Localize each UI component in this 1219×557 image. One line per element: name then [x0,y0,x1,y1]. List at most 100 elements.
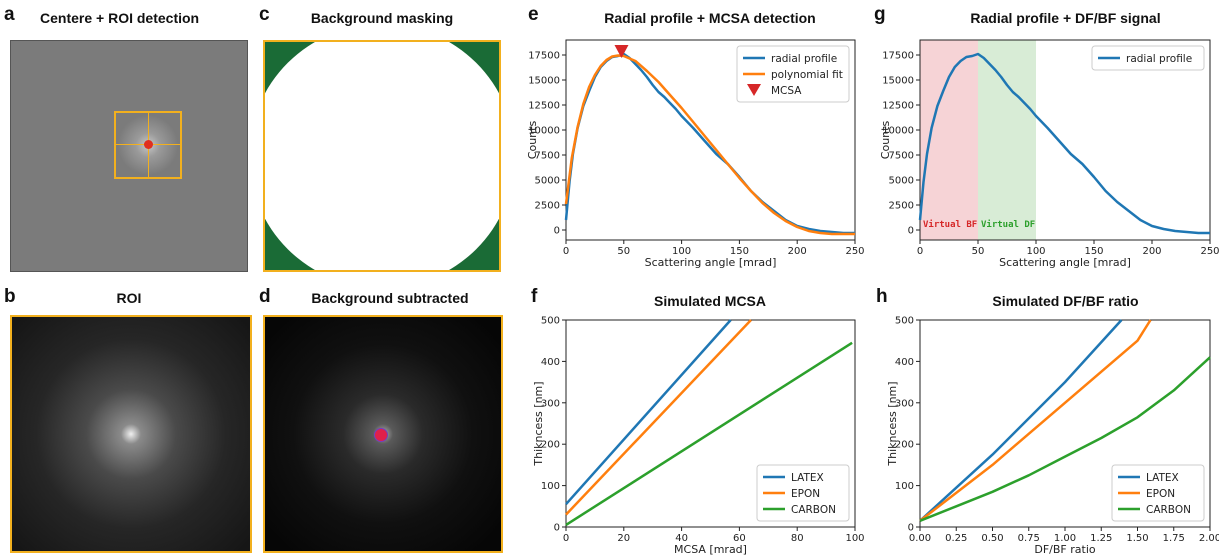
y-tick-label: 12500 [882,101,914,112]
y-tick-label: 500 [895,316,914,327]
legend-label: LATEX [1146,472,1179,484]
panel-letter-b: b [4,286,16,307]
y-tick-label: 500 [541,316,560,327]
x-tick-label: 20 [617,533,630,544]
mcsa-marker [614,45,629,58]
x-tick-label: 50 [972,246,985,257]
y-tick-label: 100 [895,481,914,492]
panel-letter-e: e [528,4,539,25]
y-tick-label: 300 [541,398,560,409]
y-tick-label: 17500 [528,51,560,62]
y-tick-label: 200 [895,440,914,451]
x-tick-label: 0.50 [981,533,1003,544]
panel-title-f: Simulated MCSA [653,293,766,309]
x-tick-label: 150 [730,246,749,257]
y-tick-label: 15000 [528,76,560,87]
center-marker [144,140,153,149]
y-tick-label: 7500 [889,151,914,162]
y-tick-label: 400 [895,357,914,368]
mask-disk [265,42,499,270]
x-tick-label: 40 [675,533,688,544]
y-tick-label: 15000 [882,76,914,87]
legend-label: MCSA [771,85,802,97]
x-axis-label: MCSA [mrad] [674,543,747,556]
axes-frame-f [565,319,856,528]
x-tick-label: 250 [1200,246,1219,257]
y-tick-label: 0 [908,523,914,534]
x-tick-label: 0 [563,246,569,257]
x-tick-label: 100 [672,246,691,257]
legend-box [1111,464,1205,522]
y-tick-label: 200 [541,440,560,451]
panel-title-c: Background masking [310,10,454,26]
panel-letter-c: c [259,4,270,25]
x-axis-label: Scattering angle [mrad] [999,256,1131,269]
legend-label: CARBON [791,504,836,516]
y-tick-label: 0 [908,226,914,237]
y-tick-label: 5000 [535,176,560,187]
y-tick-label: 17500 [882,51,914,62]
legend-label: radial profile [1126,53,1192,65]
x-tick-label: 200 [1142,246,1161,257]
series-line-latex [565,319,732,506]
panel-title-h: Simulated DF/BF ratio [992,293,1139,309]
legend-label: radial profile [771,53,837,65]
x-tick-label: 100 [1026,246,1045,257]
y-tick-label: 0 [554,523,560,534]
y-tick-label: 10000 [882,126,914,137]
y-axis-label: Thikncess [nm] [532,381,545,466]
x-tick-label: 80 [791,533,804,544]
x-tick-label: 2.00 [1199,533,1219,544]
series-line-polynomial-fit [564,54,855,236]
series-line-carbon [919,356,1211,522]
x-tick-label: 0 [917,246,923,257]
axes-frame-g [919,39,1211,241]
legend-label: EPON [1146,488,1175,500]
y-tick-label: 2500 [535,201,560,212]
x-tick-label: 50 [617,246,630,257]
panel-letter-a: a [4,4,15,25]
y-axis-label: Counts [879,121,892,160]
center-roi-image [10,40,248,272]
x-tick-label: 0.75 [1018,533,1040,544]
series-line-latex [919,319,1123,522]
panel-title-e: Radial profile + MCSA detection [604,10,816,26]
x-tick-label: 60 [733,533,746,544]
y-tick-label: 10000 [528,126,560,137]
x-tick-label: 0 [563,533,569,544]
x-tick-label: 1.25 [1090,533,1112,544]
panel-title-a: Centere + ROI detection [40,10,200,26]
y-tick-label: 7500 [535,151,560,162]
y-tick-label: 300 [895,398,914,409]
x-tick-label: 0.25 [945,533,967,544]
legend-box [736,45,850,103]
y-tick-label: 100 [541,481,560,492]
x-tick-label: 250 [845,246,864,257]
legend-label: EPON [791,488,820,500]
x-axis-label: DF/BF ratio [1034,543,1096,556]
y-tick-label: 5000 [889,176,914,187]
x-tick-label: 0.00 [909,533,931,544]
y-tick-label: 400 [541,357,560,368]
x-tick-label: 1.00 [1054,533,1076,544]
y-tick-label: 0 [554,226,560,237]
x-tick-label: 200 [788,246,807,257]
series-line-radial-profile [918,52,1210,235]
region-label: Virtual DF [981,219,1035,230]
legend-label: polynomial fit [771,69,843,81]
y-tick-label: 2500 [889,201,914,212]
center-marker [374,428,388,442]
series-line-epon [565,319,752,516]
x-tick-label: 1.50 [1126,533,1148,544]
panel-letter-d: d [259,286,271,307]
background-mask-image [263,40,501,272]
background-subtracted-image [263,315,503,553]
y-axis-label: Thikncess [nm] [886,381,899,466]
legend-label: LATEX [791,472,824,484]
series-line-epon [919,319,1152,522]
x-tick-label: 150 [1084,246,1103,257]
panel-title-d: Background subtracted [311,290,469,306]
panel-letter-f: f [531,286,538,307]
panel-letter-g: g [874,4,886,25]
